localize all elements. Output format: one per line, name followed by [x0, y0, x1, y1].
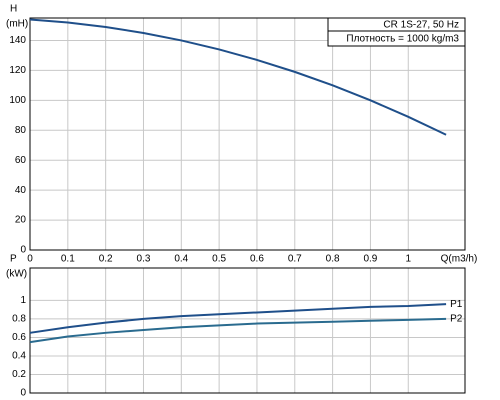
y-tick-label: 0	[20, 245, 26, 256]
y-tick-label: 40	[15, 185, 27, 196]
x-tick-label: 0.6	[250, 254, 264, 265]
chart-subtitle: Плотность = 1000 kg/m3	[346, 34, 459, 45]
x-tick-label: 0.1	[61, 254, 75, 265]
x-tick-label: 0.7	[288, 254, 302, 265]
x-tick-label: 0.4	[174, 254, 188, 265]
y-tick-label: 140	[9, 35, 26, 46]
y-tick-label: 0	[20, 388, 26, 399]
y-tick-label: 100	[9, 95, 26, 106]
y-tick-label: 20	[15, 215, 27, 226]
x-axis-label: Q(m3/h)	[441, 254, 478, 265]
y-tick-label: 1	[20, 295, 26, 306]
x-tick-label: 0.2	[99, 254, 113, 265]
series-label: P1	[450, 299, 463, 310]
y-tick-label: 60	[15, 155, 27, 166]
y-axis-unit: (kW)	[6, 269, 27, 280]
plot-frame	[29, 17, 466, 251]
plot-frame	[29, 267, 466, 394]
y-axis-unit: (mH)	[6, 19, 28, 30]
x-tick-label: 0.5	[212, 254, 226, 265]
y-tick-label: 0.4	[12, 351, 26, 362]
x-tick-label: 0	[27, 254, 33, 265]
y-axis-label: H	[10, 4, 17, 15]
y-tick-label: 0.2	[12, 369, 26, 380]
y-tick-label: 80	[15, 125, 27, 136]
series-label: P2	[450, 314, 463, 325]
line-series	[29, 317, 447, 344]
legend-box	[327, 17, 466, 47]
y-tick-label: 120	[9, 65, 26, 76]
y-tick-label: 0.6	[12, 332, 26, 343]
x-tick-label: 0.9	[363, 254, 377, 265]
x-tick-label: 0.3	[137, 254, 151, 265]
y-tick-label: 0.8	[12, 314, 26, 325]
x-tick-label: 0.8	[326, 254, 340, 265]
line-series	[29, 303, 447, 334]
y-axis-label: P	[10, 254, 17, 265]
chart-title: CR 1S-27, 50 Hz	[383, 20, 459, 31]
x-tick-label: 1	[405, 254, 411, 265]
line-series	[29, 18, 447, 136]
